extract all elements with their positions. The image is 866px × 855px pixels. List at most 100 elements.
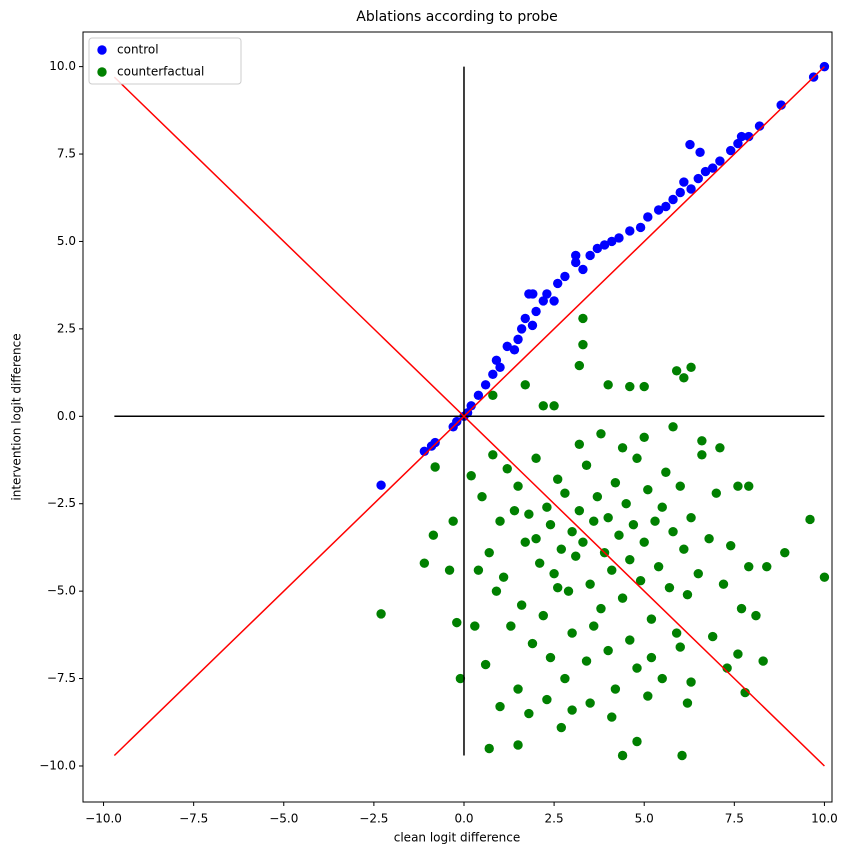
x-tick-label: −5.0: [269, 812, 298, 826]
point: [589, 621, 599, 631]
point: [538, 401, 548, 411]
point: [718, 579, 729, 589]
point: [480, 380, 491, 390]
point: [495, 516, 505, 526]
point: [574, 439, 585, 449]
point: [491, 355, 502, 366]
point: [751, 610, 761, 621]
point: [528, 289, 538, 299]
point: [524, 708, 534, 719]
point: [671, 628, 682, 638]
point: [603, 380, 613, 390]
point: [516, 324, 527, 334]
point: [466, 471, 476, 481]
point: [581, 656, 592, 666]
point: [513, 684, 523, 694]
point: [571, 551, 581, 561]
point: [715, 156, 725, 166]
point: [780, 547, 790, 558]
point: [675, 642, 685, 652]
point: [625, 226, 635, 236]
point: [466, 401, 476, 411]
point: [617, 443, 628, 453]
point: [574, 506, 585, 516]
point: [596, 603, 606, 614]
x-tick-label: 2.5: [545, 812, 564, 826]
point: [498, 572, 509, 582]
point: [448, 516, 458, 526]
point: [675, 187, 685, 198]
point: [574, 360, 585, 371]
y-tick-label: 10.0: [49, 59, 76, 73]
point: [632, 663, 642, 673]
point: [553, 582, 563, 593]
point: [531, 453, 541, 463]
point: [428, 530, 439, 540]
point: [617, 593, 628, 603]
point: [646, 652, 657, 663]
point: [599, 240, 610, 250]
point: [581, 460, 592, 470]
reference-line: [113, 76, 825, 767]
point: [805, 514, 815, 525]
point: [549, 568, 559, 579]
point: [726, 540, 736, 551]
point: [567, 705, 577, 715]
point: [444, 565, 455, 575]
point: [762, 561, 772, 572]
point: [707, 163, 718, 173]
x-tick-label: 5.0: [635, 812, 654, 826]
point: [682, 589, 693, 600]
point: [542, 502, 552, 512]
point: [542, 289, 552, 299]
point: [531, 533, 541, 544]
point: [671, 366, 682, 376]
point: [520, 380, 530, 390]
point: [470, 621, 480, 631]
point: [686, 513, 696, 523]
point: [571, 250, 581, 261]
legend-label: counterfactual: [117, 65, 204, 79]
point: [488, 369, 498, 380]
point: [488, 450, 498, 460]
point: [473, 390, 484, 401]
point: [733, 481, 743, 491]
point: [430, 437, 440, 448]
point: [693, 568, 703, 579]
point: [639, 381, 649, 392]
point: [560, 673, 570, 684]
y-tick-label: 2.5: [57, 321, 76, 335]
point: [578, 537, 588, 547]
point: [625, 554, 635, 565]
point: [625, 635, 635, 645]
point: [693, 173, 703, 184]
point: [553, 474, 563, 484]
point: [668, 422, 678, 432]
point: [661, 467, 671, 477]
point: [531, 306, 541, 317]
x-axis-label: clean logit difference: [394, 831, 520, 845]
point: [473, 565, 484, 575]
point: [635, 222, 646, 233]
point: [509, 345, 520, 355]
point: [477, 492, 487, 502]
point: [578, 313, 588, 324]
legend-label: control: [117, 43, 159, 57]
point: [610, 478, 621, 488]
point: [650, 516, 660, 526]
point: [520, 537, 530, 547]
point: [452, 416, 462, 427]
point: [455, 673, 466, 684]
point: [506, 621, 516, 631]
point: [675, 481, 685, 491]
point: [376, 609, 386, 619]
y-tick-label: −7.5: [47, 671, 76, 685]
point: [545, 520, 556, 530]
point: [610, 684, 621, 694]
point: [524, 509, 534, 519]
point: [653, 561, 664, 572]
point: [664, 582, 675, 593]
point: [697, 450, 707, 460]
point: [744, 481, 754, 491]
